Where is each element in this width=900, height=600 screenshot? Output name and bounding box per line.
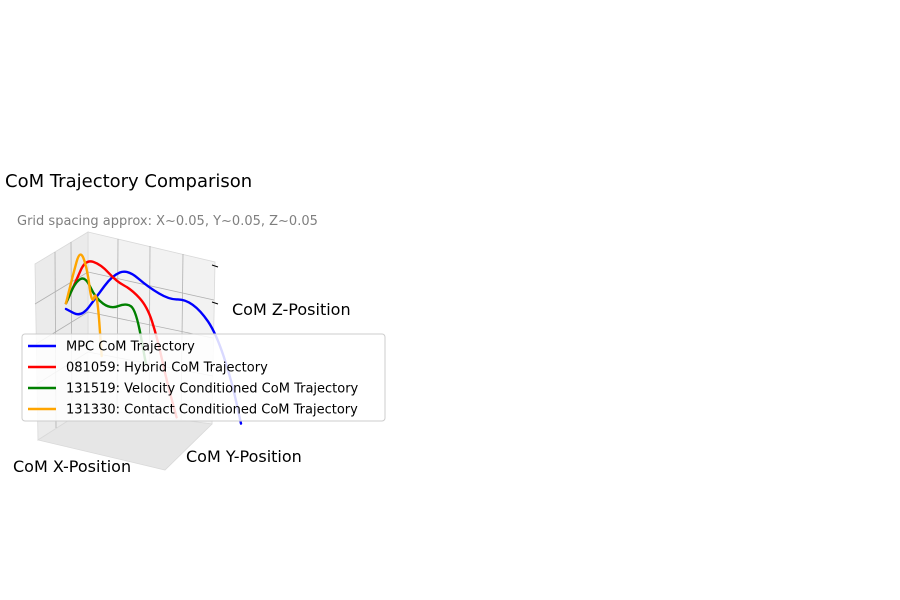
legend-label-2: 081059: Hybrid CoM Trajectory xyxy=(66,361,268,376)
legend: MPC CoM Trajectory 081059: Hybrid CoM Tra… xyxy=(21,333,386,422)
chart-title: CoM Trajectory Comparison xyxy=(5,171,252,192)
z-ticks xyxy=(211,264,219,305)
series-line-1 xyxy=(64,270,243,425)
legend-label-1: MPC CoM Trajectory xyxy=(66,340,195,355)
chart-subtitle: Grid spacing approx: X~0.05, Y~0.05, Z~0… xyxy=(17,214,318,229)
legend-label-4: 131330: Contact Conditioned CoM Trajecto… xyxy=(66,403,358,418)
legend-frame xyxy=(21,333,386,422)
series-line-4 xyxy=(64,253,103,358)
y-axis-label: CoM Y-Position xyxy=(186,447,302,466)
legend-label-3: 131519: Velocity Conditioned CoM Traject… xyxy=(66,382,359,397)
series-layer xyxy=(64,253,243,425)
x-axis-label: CoM X-Position xyxy=(13,457,131,476)
z-axis-label: CoM Z-Position xyxy=(232,300,351,319)
